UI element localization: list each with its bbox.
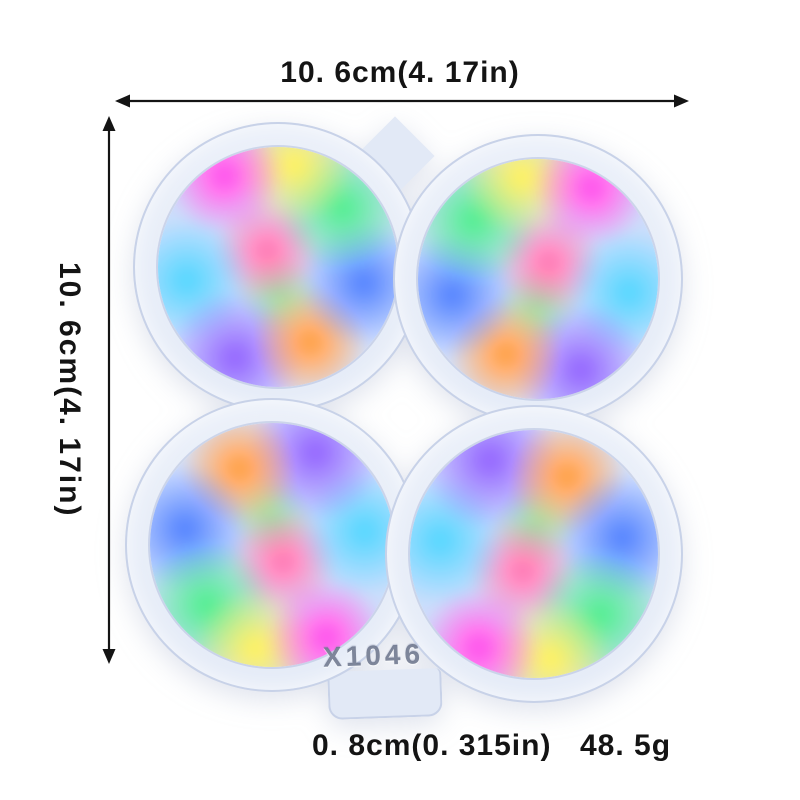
mold-cavity-bottom-right	[385, 405, 683, 703]
holographic-disc	[150, 423, 394, 667]
holographic-disc	[410, 430, 658, 678]
mold-cavity-top-right	[393, 134, 683, 424]
mold-cavity-bottom-left	[125, 398, 419, 692]
top-dimension-arrow-icon	[115, 94, 689, 108]
left-dimension-arrow-icon	[102, 116, 116, 664]
thickness-label: 0. 8cm(0. 315in)	[312, 729, 552, 762]
holographic-disc	[418, 159, 658, 399]
mold-cavity-top-left	[133, 122, 423, 412]
left-height-label: 10. 6cm(4. 17in)	[53, 262, 86, 518]
weight-label: 48. 5g	[580, 729, 672, 762]
silicone-mold: X1046	[115, 112, 690, 730]
mold-code-embossed: X1046	[322, 638, 425, 673]
top-width-label: 10. 6cm(4. 17in)	[280, 56, 520, 89]
holographic-disc	[158, 147, 398, 387]
